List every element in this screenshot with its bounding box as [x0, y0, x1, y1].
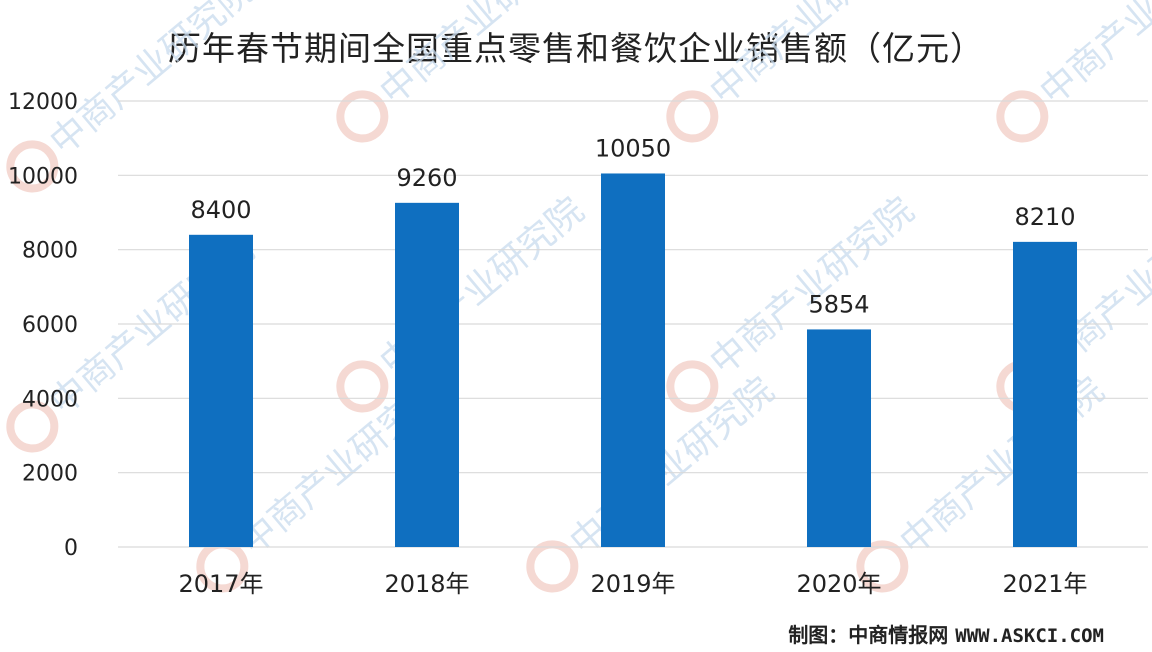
y-axis-ticks: 0 2000 4000 6000 8000 10000 12000	[8, 90, 78, 561]
x-tick-label: 2018年	[384, 570, 469, 598]
bar	[601, 173, 665, 547]
bar	[1013, 241, 1077, 547]
data-label: 5854	[808, 290, 869, 318]
y-tick-label: 10000	[8, 164, 78, 189]
data-label: 9260	[396, 164, 457, 192]
x-tick-label: 2020年	[796, 570, 881, 598]
x-axis-ticks: 2017年 2018年 2019年 2020年 2021年	[178, 570, 1087, 598]
watermark-mark: 中商产业研究院	[336, 190, 592, 413]
y-tick-label: 2000	[22, 462, 78, 487]
data-label: 8210	[1014, 203, 1075, 231]
watermark-mark: 中商产业研究院	[666, 190, 922, 413]
bar	[189, 234, 253, 548]
x-tick-label: 2017年	[178, 570, 263, 598]
x-tick-label: 2019年	[590, 570, 675, 598]
watermark-mark: 中商产业研究院	[336, 0, 592, 143]
y-tick-label: 0	[64, 536, 78, 561]
y-tick-label: 12000	[8, 90, 78, 115]
chart-title: 历年春节期间全国重点零售和餐饮企业销售额（亿元）	[168, 29, 984, 68]
watermark-text: 中商产业研究院	[1032, 0, 1152, 113]
source-credit: 制图：中商情报网 WWW.ASKCI.COM	[788, 619, 1104, 648]
watermark-text: 中商产业研究院	[702, 0, 921, 113]
bar	[807, 329, 871, 547]
y-tick-label: 4000	[22, 387, 78, 412]
bar-series	[189, 173, 1077, 548]
credit-site: WWW.ASKCI.COM	[955, 625, 1104, 647]
y-tick-label: 6000	[22, 313, 78, 338]
watermark-text: 中商产业研究院	[372, 0, 591, 113]
watermark-mark: 中商产业研究院	[666, 0, 922, 143]
x-tick-label: 2021年	[1002, 570, 1087, 598]
bar	[395, 202, 459, 547]
watermark-text: 中商产业研究院	[42, 0, 261, 163]
y-tick-label: 8000	[22, 239, 78, 264]
credit-prefix: 制图：中商情报网	[788, 623, 949, 647]
data-label: 8400	[190, 196, 251, 224]
data-labels: 8400 9260 10050 5854 8210	[190, 134, 1075, 318]
data-label: 10050	[595, 134, 671, 162]
watermark-mark: 中商产业研究院	[996, 0, 1152, 143]
